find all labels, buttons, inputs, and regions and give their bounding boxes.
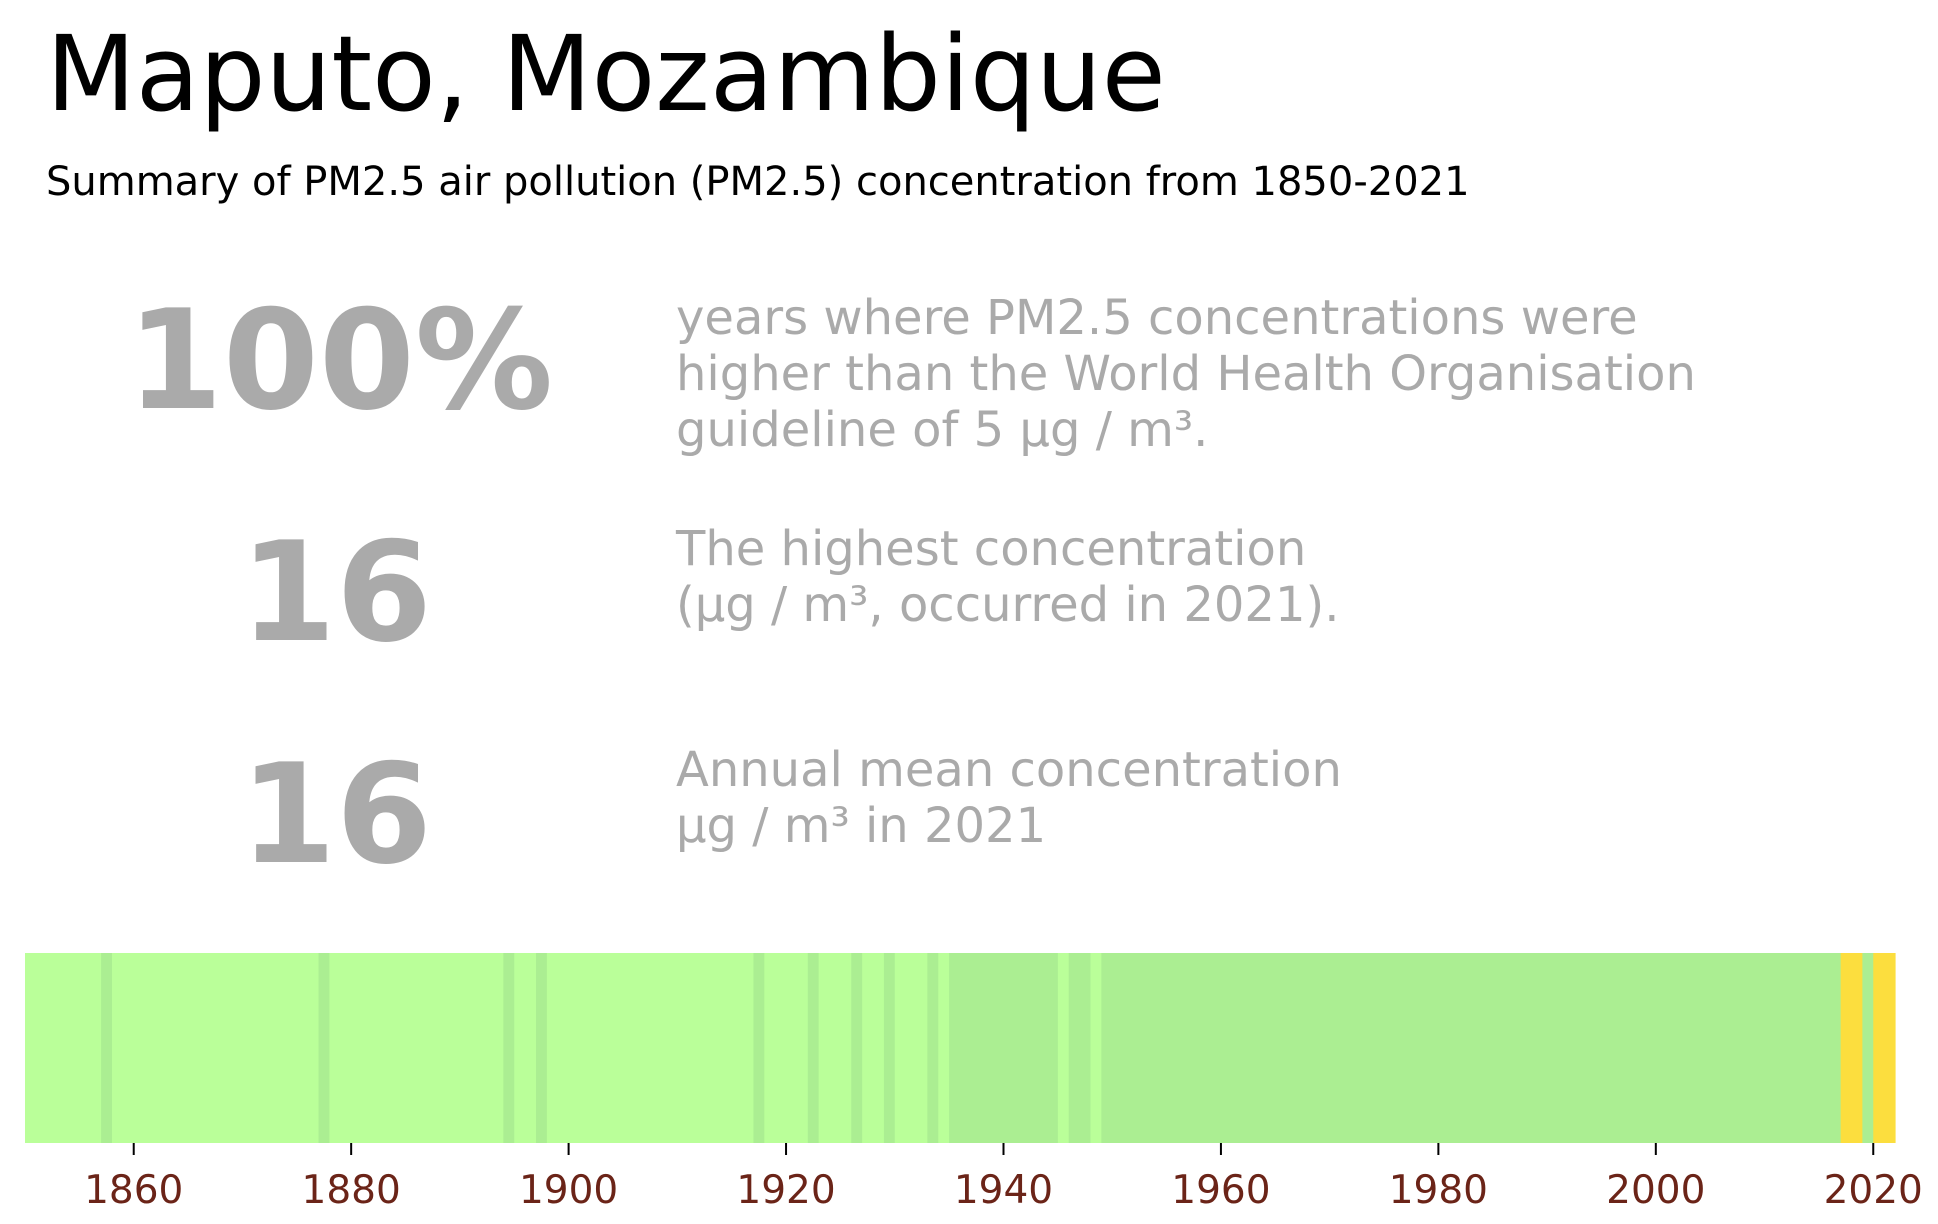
stat-mean-value: 16 [239,734,433,895]
stripe-segment [1101,953,1842,1143]
stripe-segment [851,953,863,1143]
stat-description-line: The highest concentration [676,521,1307,577]
stripe-segment [753,953,765,1143]
x-axis: 1860 1880 1900 1920 1940 1960 1980 2000 2020 [84,1143,1923,1213]
stat-description-line: Annual mean concentration [676,742,1342,798]
stripe-segment [883,953,896,1143]
x-tick-label: 1980 [1389,1168,1488,1213]
stripe-segment [318,953,331,1143]
x-tick-label: 2020 [1824,1168,1923,1213]
stripe-segment [1057,953,1070,1143]
x-tick-label: 1920 [736,1168,835,1213]
stripe-layer [25,953,1896,1143]
stripe-segment [949,953,1059,1143]
x-tick-label: 1860 [84,1168,183,1213]
stat-description-line: (µg / m³, occurred in 2021). [676,577,1340,633]
stripe-segment [1090,953,1102,1143]
stripe-segment [101,953,113,1143]
stripe-segment [1840,953,1863,1143]
stripe-segment [535,953,548,1143]
stat-highest-description: The highest concentration (µg / m³, occu… [676,521,1340,633]
stat-highest-value: 16 [239,512,433,673]
x-tick-label: 2000 [1606,1168,1705,1213]
x-tick-label: 1900 [519,1168,618,1213]
stripe-segment [862,953,885,1143]
stat-description-line: years where PM2.5 concentrations were [676,290,1638,346]
stripe-segment [894,953,928,1143]
stat-mean-description: Annual mean concentration µg / m³ in 202… [676,742,1342,854]
stat-description-line: higher than the World Health Organisatio… [676,346,1696,402]
stat-description-line: guideline of 5 µg / m³. [676,402,1209,458]
stripe-segment [807,953,820,1143]
stripe-segment [111,953,320,1143]
stripe-segment [764,953,809,1143]
x-tick-label: 1880 [302,1168,401,1213]
stripe-segment [1873,953,1896,1143]
x-tick-label: 1940 [954,1168,1053,1213]
stripe-segment [25,953,102,1143]
stripe-segment [503,953,515,1143]
stat-percent-description: years where PM2.5 concentrations were hi… [676,290,1696,458]
stripe-segment [1862,953,1874,1143]
page-subtitle: Summary of PM2.5 air pollution (PM2.5) c… [46,159,1470,205]
stripe-segment [818,953,852,1143]
stat-description-line: µg / m³ in 2021 [676,798,1047,854]
stat-percent-value: 100% [126,280,554,441]
stripe-segment [546,953,755,1143]
stripe-segment [514,953,537,1143]
stripe-segment [1068,953,1092,1143]
stripe-segment [927,953,939,1143]
page-title: Maputo, Mozambique [46,13,1166,135]
stripe-segment [329,953,504,1143]
stripe-segment [938,953,950,1143]
x-tick-label: 1960 [1171,1168,1270,1213]
